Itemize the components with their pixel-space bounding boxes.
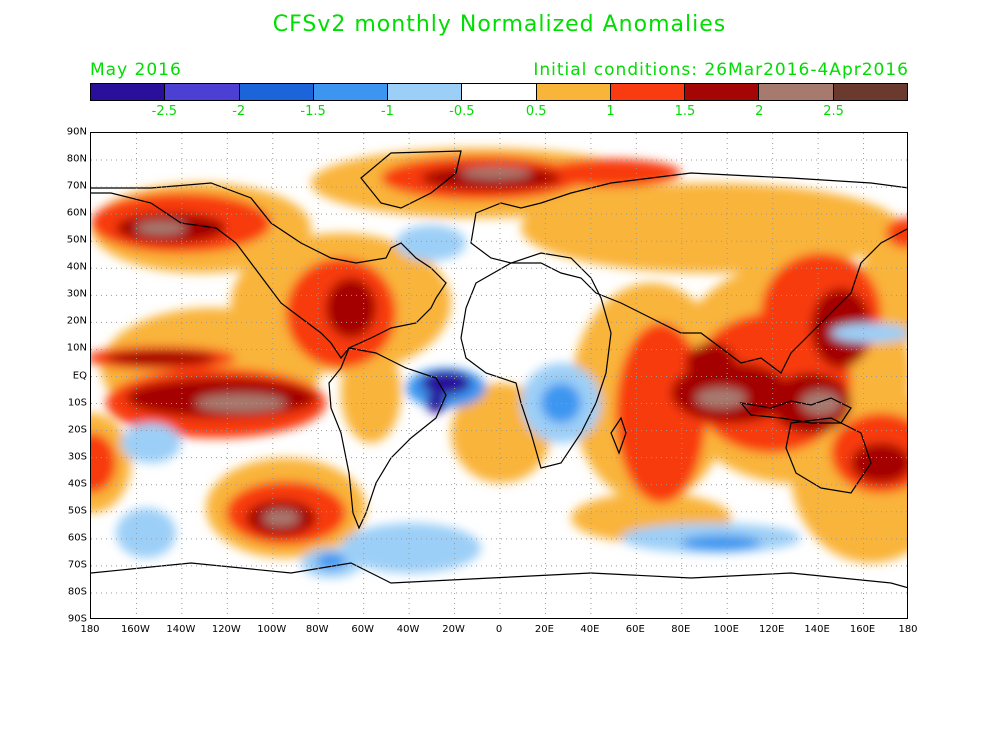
longitude-label: 100W: [257, 624, 287, 635]
color-scale-tick: 1: [606, 104, 615, 119]
latitude-label: 90S: [67, 613, 87, 625]
color-scale-tick: -0.5: [449, 104, 475, 119]
latitude-label: 40S: [67, 478, 87, 490]
color-swatch: [239, 84, 314, 100]
color-scale-tick: -2.5: [151, 104, 178, 119]
anomaly-shading: [91, 148, 907, 578]
longitude-label: 0: [495, 624, 503, 635]
coastlines: [91, 150, 907, 589]
color-scale-tick: -2: [232, 104, 246, 119]
color-scale-tick: 2: [755, 104, 764, 119]
initial-conditions: Initial conditions: 26Mar2016-4Apr2016: [533, 60, 909, 80]
color-scale-tick: -1: [380, 104, 394, 119]
color-swatch: [388, 84, 463, 100]
color-scale: [90, 83, 908, 101]
longitude-label: 100E: [713, 624, 739, 635]
color-scale-tick: 2.5: [823, 104, 844, 119]
color-scale-tick: -1.5: [300, 104, 326, 119]
latitude-label: 90N: [66, 126, 87, 138]
latitude-label: 70S: [67, 559, 87, 571]
longitude-label: 160W: [120, 624, 150, 635]
latitude-label: 30N: [66, 288, 87, 300]
color-scale-labels: -2.5 -2 -1.5 -1 -0.5 0.5 1 1.5 2 2.5: [90, 104, 908, 122]
longitude-label: 120E: [758, 624, 785, 635]
color-swatch: [165, 84, 240, 100]
latitude-label: 20S: [67, 424, 87, 436]
longitude-label: 160E: [849, 624, 876, 635]
color-swatch: [462, 84, 537, 100]
latitude-label: 40N: [66, 261, 87, 273]
latitude-label: 70N: [66, 180, 87, 192]
latitude-label: 80S: [67, 586, 87, 598]
longitude-label: 140W: [166, 624, 196, 635]
color-swatch: [610, 84, 686, 100]
forecast-month: May 2016: [90, 60, 182, 80]
longitude-label: 80W: [305, 624, 329, 635]
anomaly-map: [90, 132, 908, 619]
color-swatch: [91, 84, 166, 100]
longitude-label: 140E: [804, 624, 830, 635]
color-swatch: [759, 84, 834, 100]
longitude-label: 180: [80, 624, 100, 635]
longitude-label: 40W: [396, 624, 420, 635]
longitude-label: 20E: [534, 624, 554, 635]
latitude-label: 10S: [67, 397, 87, 409]
longitude-label: 80E: [671, 624, 691, 635]
longitude-label: 60E: [625, 624, 645, 635]
longitude-label: 20W: [442, 624, 465, 635]
latitude-label: 20N: [66, 315, 87, 327]
latitude-label: 10N: [66, 342, 87, 354]
longitude-label: 120W: [211, 624, 241, 635]
color-swatch: [685, 84, 760, 100]
color-swatch: [536, 84, 611, 100]
latitude-label: 30S: [67, 451, 87, 463]
color-scale-tick: 1.5: [674, 104, 696, 119]
color-swatch: [833, 84, 907, 100]
longitude-label: 40E: [580, 624, 600, 635]
latitude-label: 80N: [66, 153, 87, 165]
graticule: [91, 133, 907, 618]
map-canvas: [91, 133, 907, 618]
latitude-label: 60S: [67, 532, 87, 544]
latitude-label: EQ: [72, 370, 87, 381]
longitude-label: 60W: [351, 624, 374, 635]
latitude-label: 60N: [66, 207, 87, 219]
latitude-label: 50N: [66, 234, 87, 246]
color-scale-tick: 0.5: [525, 104, 547, 119]
longitude-label: 180: [898, 624, 918, 635]
chart-title: CFSv2 monthly Normalized Anomalies: [272, 12, 727, 37]
latitude-label: 50S: [67, 505, 87, 517]
color-swatch: [313, 84, 389, 100]
